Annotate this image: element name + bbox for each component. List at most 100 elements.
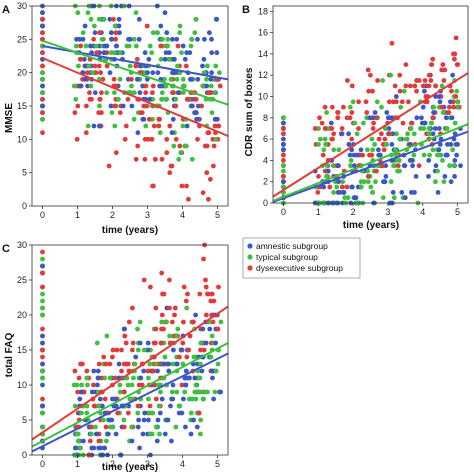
data-point-typical	[146, 410, 152, 416]
data-point-typical	[112, 123, 118, 129]
panel-a-mmse: A MMSE time (years) 0 1 2 3 4 5 0 5 10 15 20 25 30	[2, 1, 229, 236]
data-point-dysexecutive	[135, 143, 141, 149]
data-point-typical	[352, 120, 358, 126]
data-point-typical	[112, 90, 117, 96]
data-point-amnestic	[40, 103, 45, 109]
data-point-amnestic	[101, 50, 107, 56]
data-point-dysexecutive	[330, 136, 335, 142]
y-tick-label: 14	[258, 49, 268, 59]
data-point-amnestic	[109, 417, 115, 423]
data-point-typical	[451, 163, 457, 169]
data-point-typical	[40, 424, 45, 430]
panel-a-label: A	[2, 4, 10, 16]
data-point-typical	[72, 403, 78, 409]
data-point-amnestic	[137, 90, 143, 96]
data-point-dysexecutive	[117, 110, 123, 116]
data-point-dysexecutive	[40, 110, 45, 116]
data-point-dysexecutive	[186, 196, 191, 202]
data-point-dysexecutive	[177, 143, 183, 149]
data-point-amnestic	[184, 50, 190, 56]
data-point-dysexecutive	[99, 90, 104, 96]
y-tick-label: 12	[258, 70, 268, 80]
data-point-dysexecutive	[185, 96, 191, 102]
data-point-typical	[127, 63, 133, 69]
data-point-typical	[323, 142, 328, 147]
data-point-typical	[391, 195, 397, 201]
data-point-dysexecutive	[426, 72, 432, 78]
data-point-dysexecutive	[344, 184, 350, 190]
data-point-typical	[192, 389, 198, 395]
data-point-dysexecutive	[94, 50, 100, 56]
data-point-dysexecutive	[141, 277, 147, 283]
data-point-dysexecutive	[422, 78, 428, 83]
data-point-typical	[350, 99, 356, 105]
data-point-amnestic	[192, 375, 198, 381]
data-point-typical	[155, 30, 160, 36]
data-point-typical	[454, 104, 460, 110]
data-point-dysexecutive	[380, 163, 385, 169]
data-point-typical	[129, 83, 134, 89]
data-point-amnestic	[450, 72, 455, 78]
data-point-dysexecutive	[199, 103, 205, 109]
data-point-dysexecutive	[173, 103, 179, 109]
y-tick-label: 25	[17, 275, 27, 285]
data-point-amnestic	[40, 263, 45, 269]
data-point-amnestic	[129, 103, 135, 109]
data-point-dysexecutive	[89, 424, 94, 430]
data-point-dysexecutive	[451, 51, 456, 57]
data-point-dysexecutive	[125, 410, 131, 416]
data-point-dysexecutive	[158, 43, 164, 49]
data-point-dysexecutive	[40, 130, 45, 136]
data-point-amnestic	[384, 110, 390, 115]
data-point-dysexecutive	[119, 368, 124, 374]
data-point-typical	[394, 131, 399, 137]
data-point-amnestic	[192, 110, 198, 116]
data-point-dysexecutive	[76, 375, 82, 381]
data-point-typical	[191, 354, 197, 360]
data-point-amnestic	[122, 326, 127, 332]
data-point-typical	[433, 179, 438, 185]
legend: amnestic subgroup typical subgroup dysex…	[242, 237, 361, 279]
data-point-amnestic	[381, 179, 386, 185]
data-point-typical	[131, 90, 137, 96]
data-point-typical	[192, 30, 198, 36]
data-point-dysexecutive	[180, 340, 186, 346]
data-point-amnestic	[108, 103, 114, 109]
data-point-typical	[153, 361, 159, 367]
data-point-dysexecutive	[349, 83, 355, 89]
data-point-amnestic	[102, 445, 107, 451]
data-point-dysexecutive	[78, 361, 83, 367]
data-point-typical	[427, 152, 432, 158]
data-point-amnestic	[448, 179, 454, 185]
data-point-amnestic	[281, 136, 286, 142]
data-point-typical	[96, 16, 102, 22]
data-point-typical	[454, 88, 460, 94]
data-point-amnestic	[442, 174, 448, 179]
data-point-dysexecutive	[216, 284, 221, 290]
data-point-typical	[117, 76, 123, 82]
data-point-dysexecutive	[339, 126, 345, 131]
data-point-amnestic	[211, 396, 217, 402]
data-point-amnestic	[127, 36, 133, 42]
data-point-typical	[174, 333, 180, 339]
data-point-typical	[177, 23, 183, 29]
data-point-dysexecutive	[153, 396, 159, 402]
data-point-amnestic	[89, 389, 95, 395]
data-point-typical	[188, 43, 194, 49]
data-point-dysexecutive	[104, 63, 110, 69]
data-point-amnestic	[155, 368, 160, 374]
data-point-dysexecutive	[158, 340, 164, 346]
data-point-amnestic	[92, 90, 98, 96]
data-point-typical	[212, 90, 218, 96]
data-point-amnestic	[340, 190, 346, 195]
data-point-dysexecutive	[159, 326, 164, 332]
x-tick-label: 0	[281, 207, 286, 217]
x-tick-label: 4	[180, 459, 185, 469]
x-tick-label: 5	[215, 210, 220, 220]
data-point-dysexecutive	[107, 361, 113, 367]
data-point-dysexecutive	[181, 319, 186, 325]
data-point-typical	[213, 368, 219, 374]
data-point-dysexecutive	[146, 116, 152, 122]
data-point-typical	[85, 123, 91, 129]
fit-line-amnestic	[31, 352, 229, 453]
